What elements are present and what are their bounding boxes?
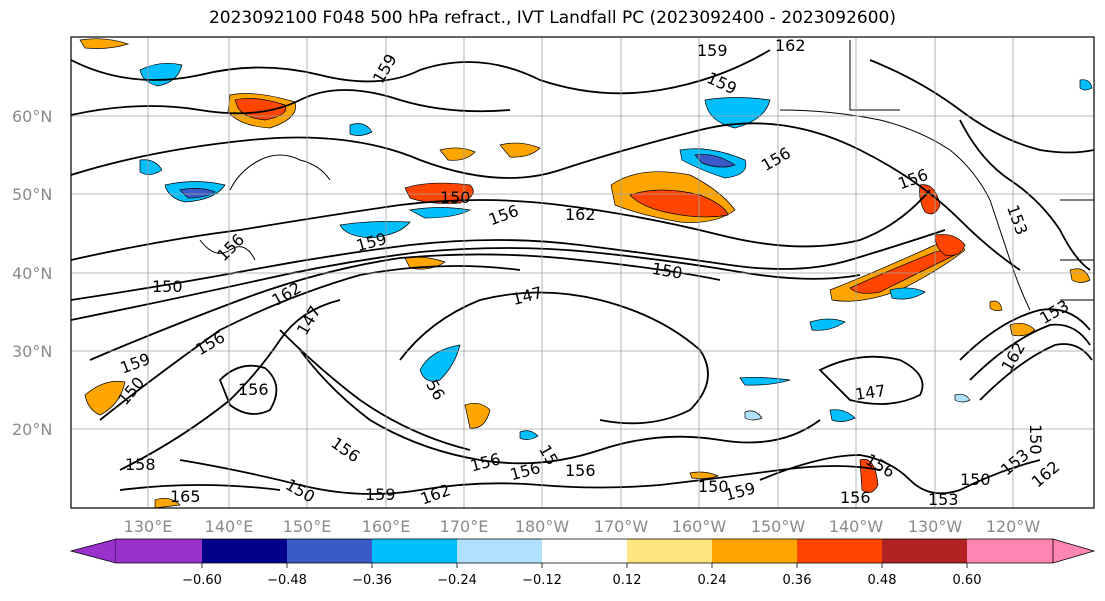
colorbar-tick-label: 0.60 [953, 573, 982, 588]
lat-label: 40°N [12, 264, 52, 283]
colorbar-extend-high [1052, 538, 1096, 564]
map-border [70, 36, 1095, 509]
colorbar-tick-label: −0.36 [352, 573, 392, 588]
colorbar-tick-label: −0.48 [267, 573, 307, 588]
map-title: 2023092100 F048 500 hPa refract., IVT La… [208, 8, 896, 28]
lon-label: 170°E [440, 517, 489, 536]
contour-label: 156 [565, 461, 596, 480]
lon-label: 140°E [205, 517, 254, 536]
colorbar-swatch [372, 539, 457, 563]
lon-label: 130°W [908, 517, 963, 536]
colorbar-swatch [287, 539, 372, 563]
contour-label: 159 [697, 41, 728, 60]
contour-label: 150 [1026, 424, 1045, 455]
lon-label: 160°E [362, 517, 411, 536]
lon-label: 170°W [594, 517, 649, 536]
coastline-layer [199, 40, 1094, 311]
lon-label: 120°W [986, 517, 1041, 536]
colorbar-tick-label: −0.12 [522, 573, 562, 588]
contour-layer [71, 49, 1094, 495]
lon-label: 130°E [124, 517, 173, 536]
lon-label: 180°W [515, 517, 570, 536]
lon-label: 150°E [283, 517, 332, 536]
lon-label: 150°W [751, 517, 806, 536]
colorbar-ticks [201, 563, 968, 568]
colorbar-tick-label: 0.12 [613, 573, 642, 588]
contour-label: 147 [854, 381, 887, 404]
colorbar-swatch [797, 539, 882, 563]
map-panel: 159 162 159 159 156 156 150 156 162 153 … [71, 36, 1094, 509]
colorbar-swatch [116, 539, 202, 563]
colorbar-tick-label: −0.24 [437, 573, 477, 588]
lat-label: 60°N [12, 107, 52, 126]
colorbar-tick-label: 0.48 [868, 573, 897, 588]
contour-label: 150 [960, 470, 991, 489]
lat-label: 50°N [12, 185, 52, 204]
contour-label: 158 [125, 455, 156, 474]
graticule [71, 37, 1094, 508]
colorbar-swatch [712, 539, 797, 563]
longitude-labels: 130°E 140°E 150°E 160°E 170°E 180°W 170°… [124, 517, 1041, 536]
colorbar-tick-label: 0.36 [783, 573, 812, 588]
lon-label: 140°W [829, 517, 884, 536]
lat-label: 30°N [12, 342, 52, 361]
contour-label: 150 [440, 188, 471, 207]
latitude-labels: 60°N 50°N 40°N 30°N 20°N [12, 107, 52, 439]
colorbar-tick-label: −0.60 [182, 573, 222, 588]
colorbar-swatch [457, 539, 542, 563]
colorbar-tick-labels: −0.60 −0.48 −0.36 −0.24 −0.12 0.12 0.24 … [182, 573, 981, 588]
colorbar: −0.60 −0.48 −0.36 −0.24 −0.12 0.12 0.24 … [69, 538, 1096, 588]
colorbar-extend-low [69, 538, 117, 564]
colorbar-tick-label: 0.24 [698, 573, 727, 588]
contour-label: 156 [840, 488, 871, 507]
colorbar-swatch [542, 539, 627, 563]
contour-label: 150 [698, 477, 729, 496]
lon-label: 160°W [672, 517, 727, 536]
colorbar-swatch [882, 539, 967, 563]
colorbar-swatch [627, 539, 712, 563]
lat-label: 20°N [12, 420, 52, 439]
contour-label: 156 [238, 380, 269, 399]
contour-label: 165 [170, 487, 201, 506]
contour-label: 150 [152, 277, 183, 296]
colorbar-swatch [967, 539, 1053, 563]
colorbar-swatch [202, 539, 287, 563]
contour-label: 153 [928, 490, 959, 509]
contour-label: 162 [775, 36, 806, 55]
contour-label: 162 [565, 205, 596, 224]
contour-label: 159 [365, 485, 396, 504]
